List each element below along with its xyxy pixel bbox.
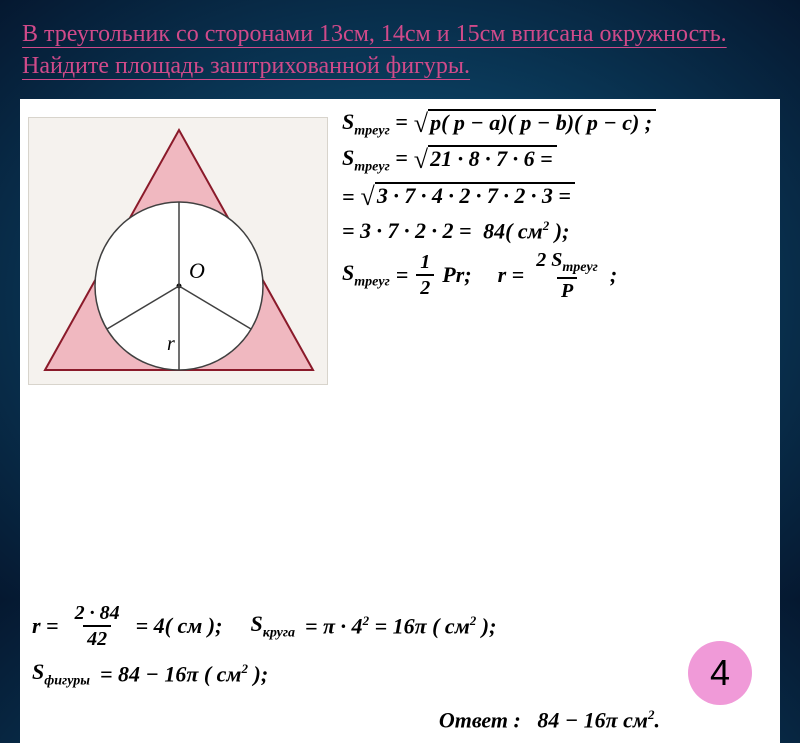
center-label: O (189, 258, 205, 283)
heron-formula: Sтреуг = √p( p − a)( p − b)( p − c) ; (342, 109, 768, 139)
geometry-diagram: O r (28, 117, 328, 385)
heron-result: = 3 · 7 · 2 · 2 = 84( см2 ); (342, 218, 768, 244)
heron-expand: = √3 · 7 · 4 · 2 · 7 · 2 · 3 = (342, 182, 768, 212)
heron-step2: Sтреуг = √21 · 8 · 7 · 6 = (342, 145, 768, 175)
slide-title: В треугольник со сторонами 13см, 14см и … (0, 0, 800, 95)
content-panel: O r Sтреуг = √p( p − a)( p − b)( p − c) … (20, 99, 780, 743)
radius-label: r (167, 333, 175, 355)
math-area: Sтреуг = √p( p − a)( p − b)( p − c) ; Sт… (342, 107, 768, 301)
answer-text: Ответ : 84 − 16π см2. (439, 707, 660, 733)
figure-area: Sфигуры = 84 − 16π ( см2 ); (32, 659, 768, 689)
r-calc: r = 2 · 8442 = 4( см ); Sкруга = π · 42 … (32, 603, 768, 649)
pr-formula: Sтреуг = 12 Pr; r = 2 Sтреуг P ; (342, 250, 768, 301)
slide-number-badge: 4 (688, 641, 752, 705)
